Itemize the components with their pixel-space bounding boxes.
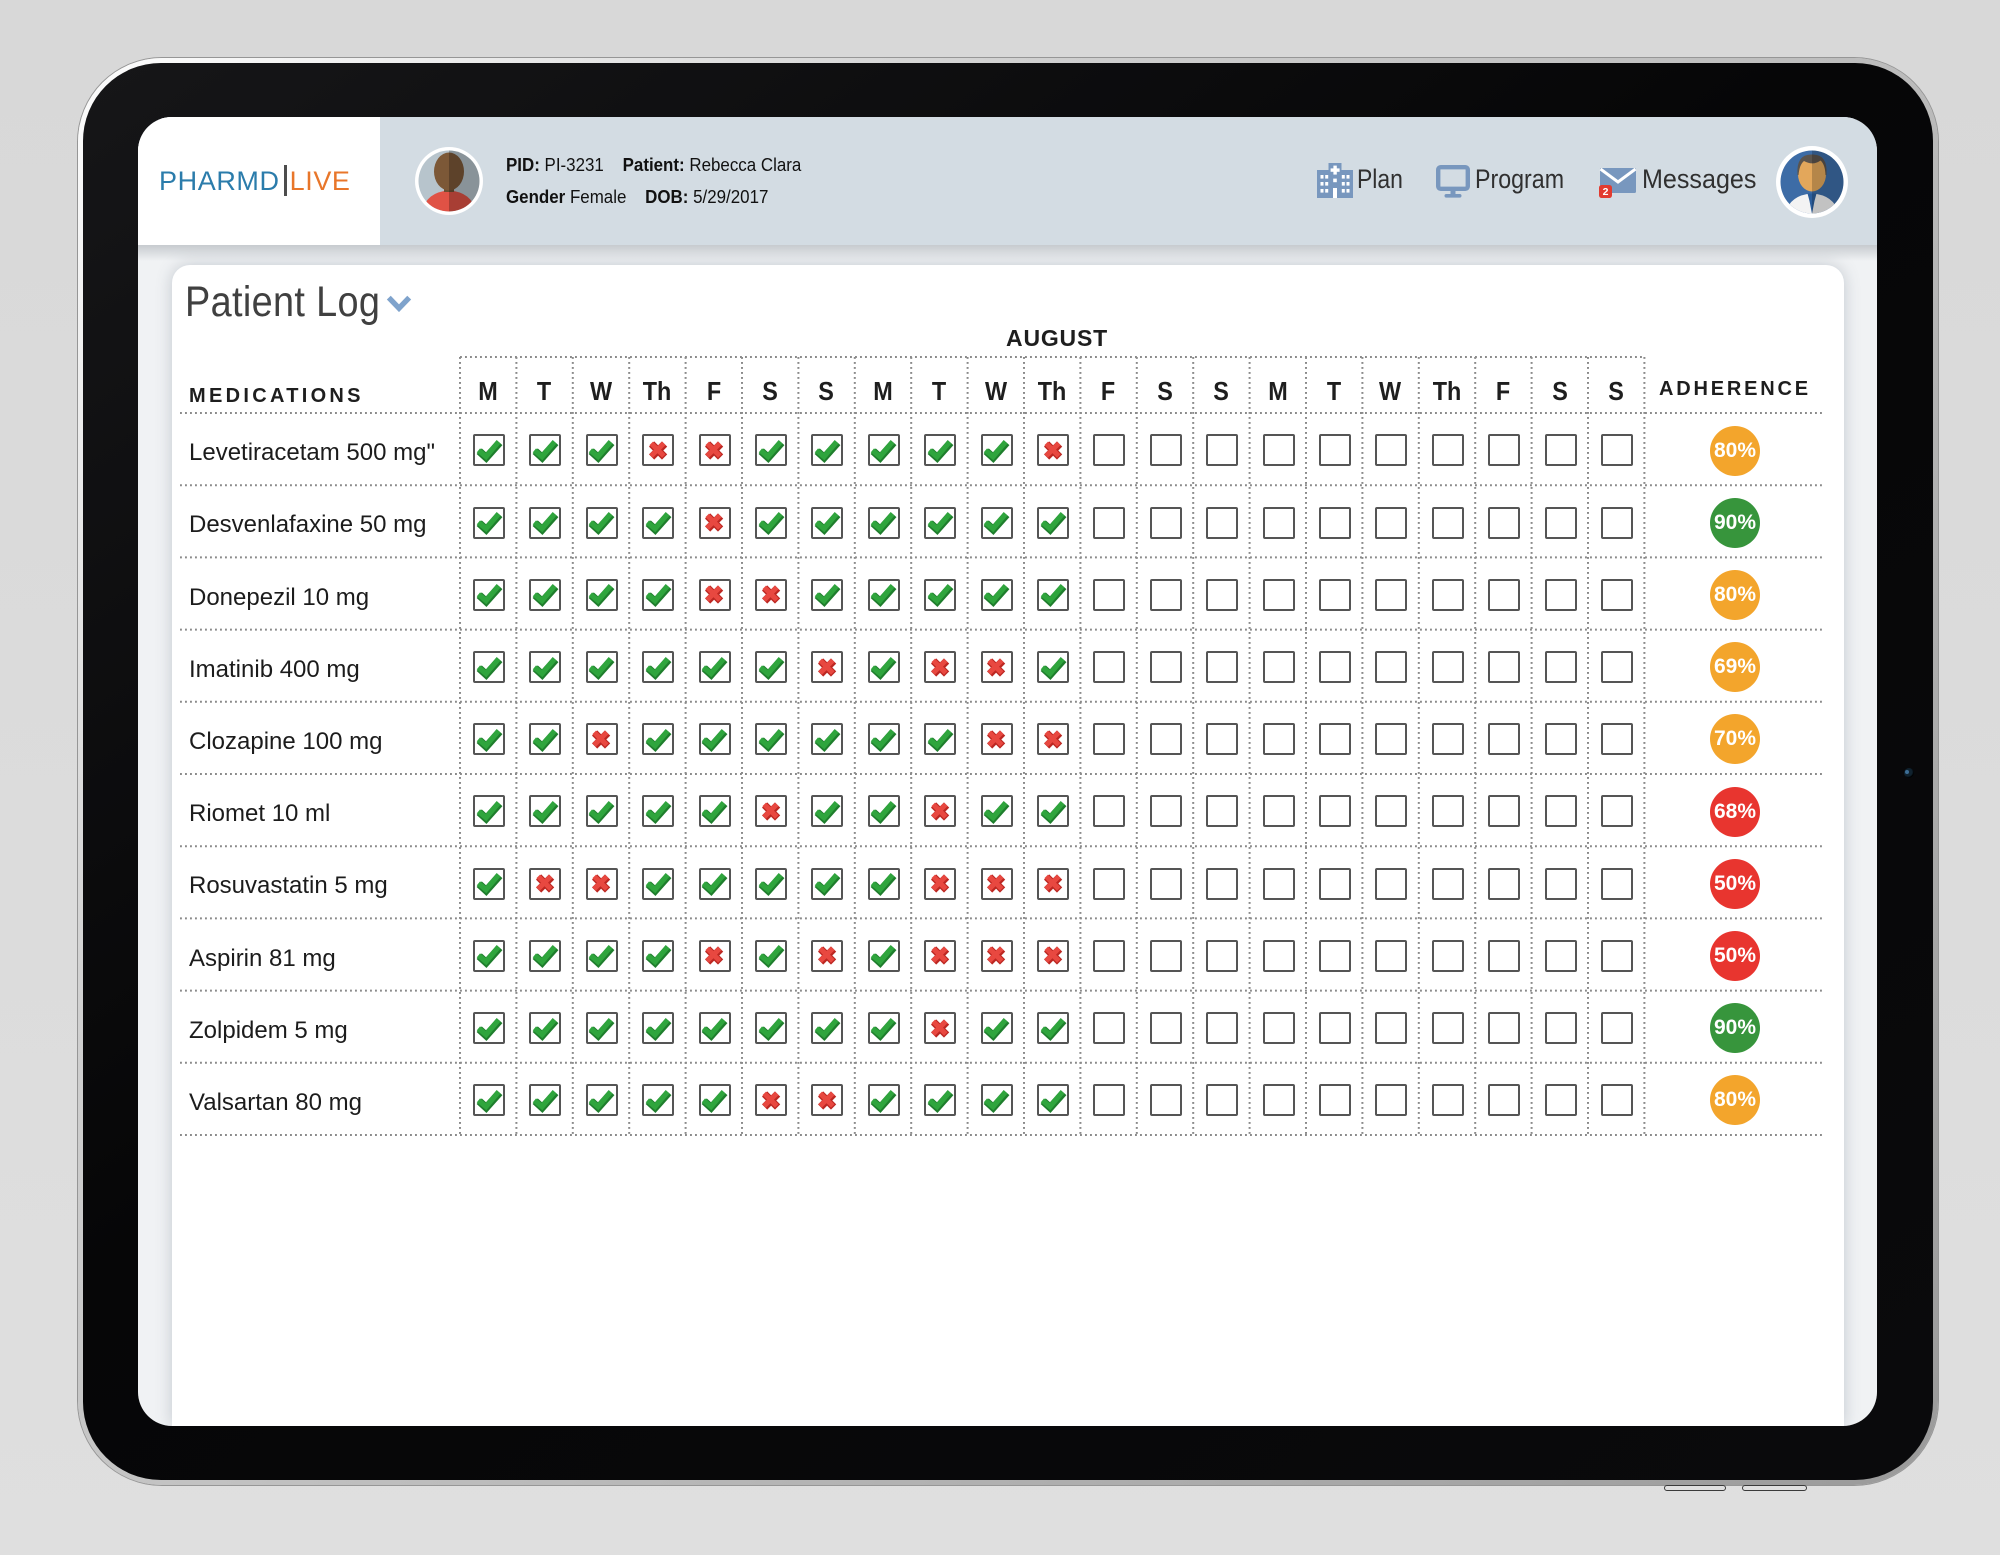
svg-text:2: 2 [1603, 186, 1609, 198]
